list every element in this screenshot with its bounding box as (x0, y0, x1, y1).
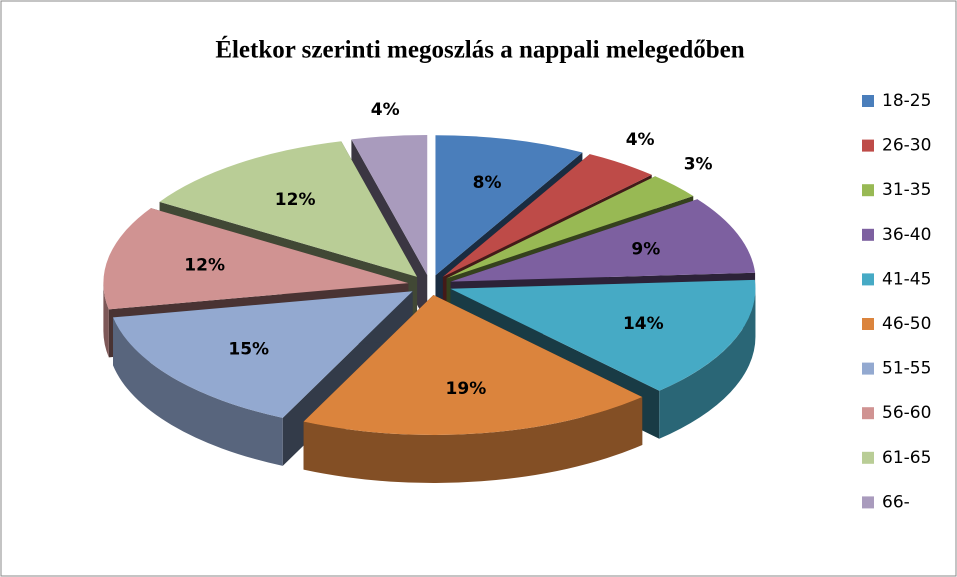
slice-edge (303, 397, 643, 483)
slice-top (351, 134, 428, 275)
legend-swatch (862, 496, 874, 509)
slice-top (113, 291, 413, 418)
data-label: 19% (446, 379, 487, 399)
legend-label: 56-60 (882, 403, 931, 423)
legend-swatch (862, 318, 874, 330)
chart-title: Életkor szerinti megoszlás a nappali mel… (215, 36, 744, 64)
data-label: 8% (473, 173, 502, 193)
slice-top (435, 135, 583, 276)
slice-edge (103, 283, 109, 358)
data-label: 9% (631, 239, 660, 259)
slice-edge (113, 317, 283, 466)
legend-swatch (862, 407, 874, 420)
data-label: 14% (623, 314, 664, 334)
legend-label: 51-55 (882, 359, 931, 379)
legend-label: 18-25 (882, 91, 931, 111)
legend-swatch (862, 139, 874, 152)
data-label: 4% (371, 100, 400, 120)
slice-top (450, 199, 756, 282)
slice-top (159, 141, 418, 277)
legend-swatch (862, 95, 874, 107)
legend-swatch (862, 362, 874, 375)
legend-label: 46-50 (882, 314, 931, 334)
slice-edge (659, 288, 756, 439)
slice-top (103, 208, 409, 310)
data-label: 12% (184, 255, 225, 275)
legend-swatch (862, 184, 874, 197)
data-label: 15% (228, 340, 269, 360)
slice-top (442, 154, 652, 277)
legend-label: 61-65 (882, 448, 931, 468)
data-label: 12% (275, 190, 316, 210)
slice-top (446, 176, 694, 279)
slice-top (450, 279, 756, 391)
legend-swatch (862, 451, 874, 464)
legend-label: 36-40 (882, 225, 931, 245)
legend-label: 31-35 (882, 180, 931, 200)
legend-swatch (862, 273, 874, 286)
slice-top (303, 294, 643, 435)
legend-label: 41-45 (882, 269, 931, 289)
pie-slice (303, 294, 643, 483)
legend-swatch (862, 228, 874, 241)
legend-label: 26-30 (882, 136, 931, 156)
legend-label: 66- (882, 492, 910, 512)
data-label: 3% (684, 154, 713, 174)
data-label: 4% (626, 130, 655, 150)
